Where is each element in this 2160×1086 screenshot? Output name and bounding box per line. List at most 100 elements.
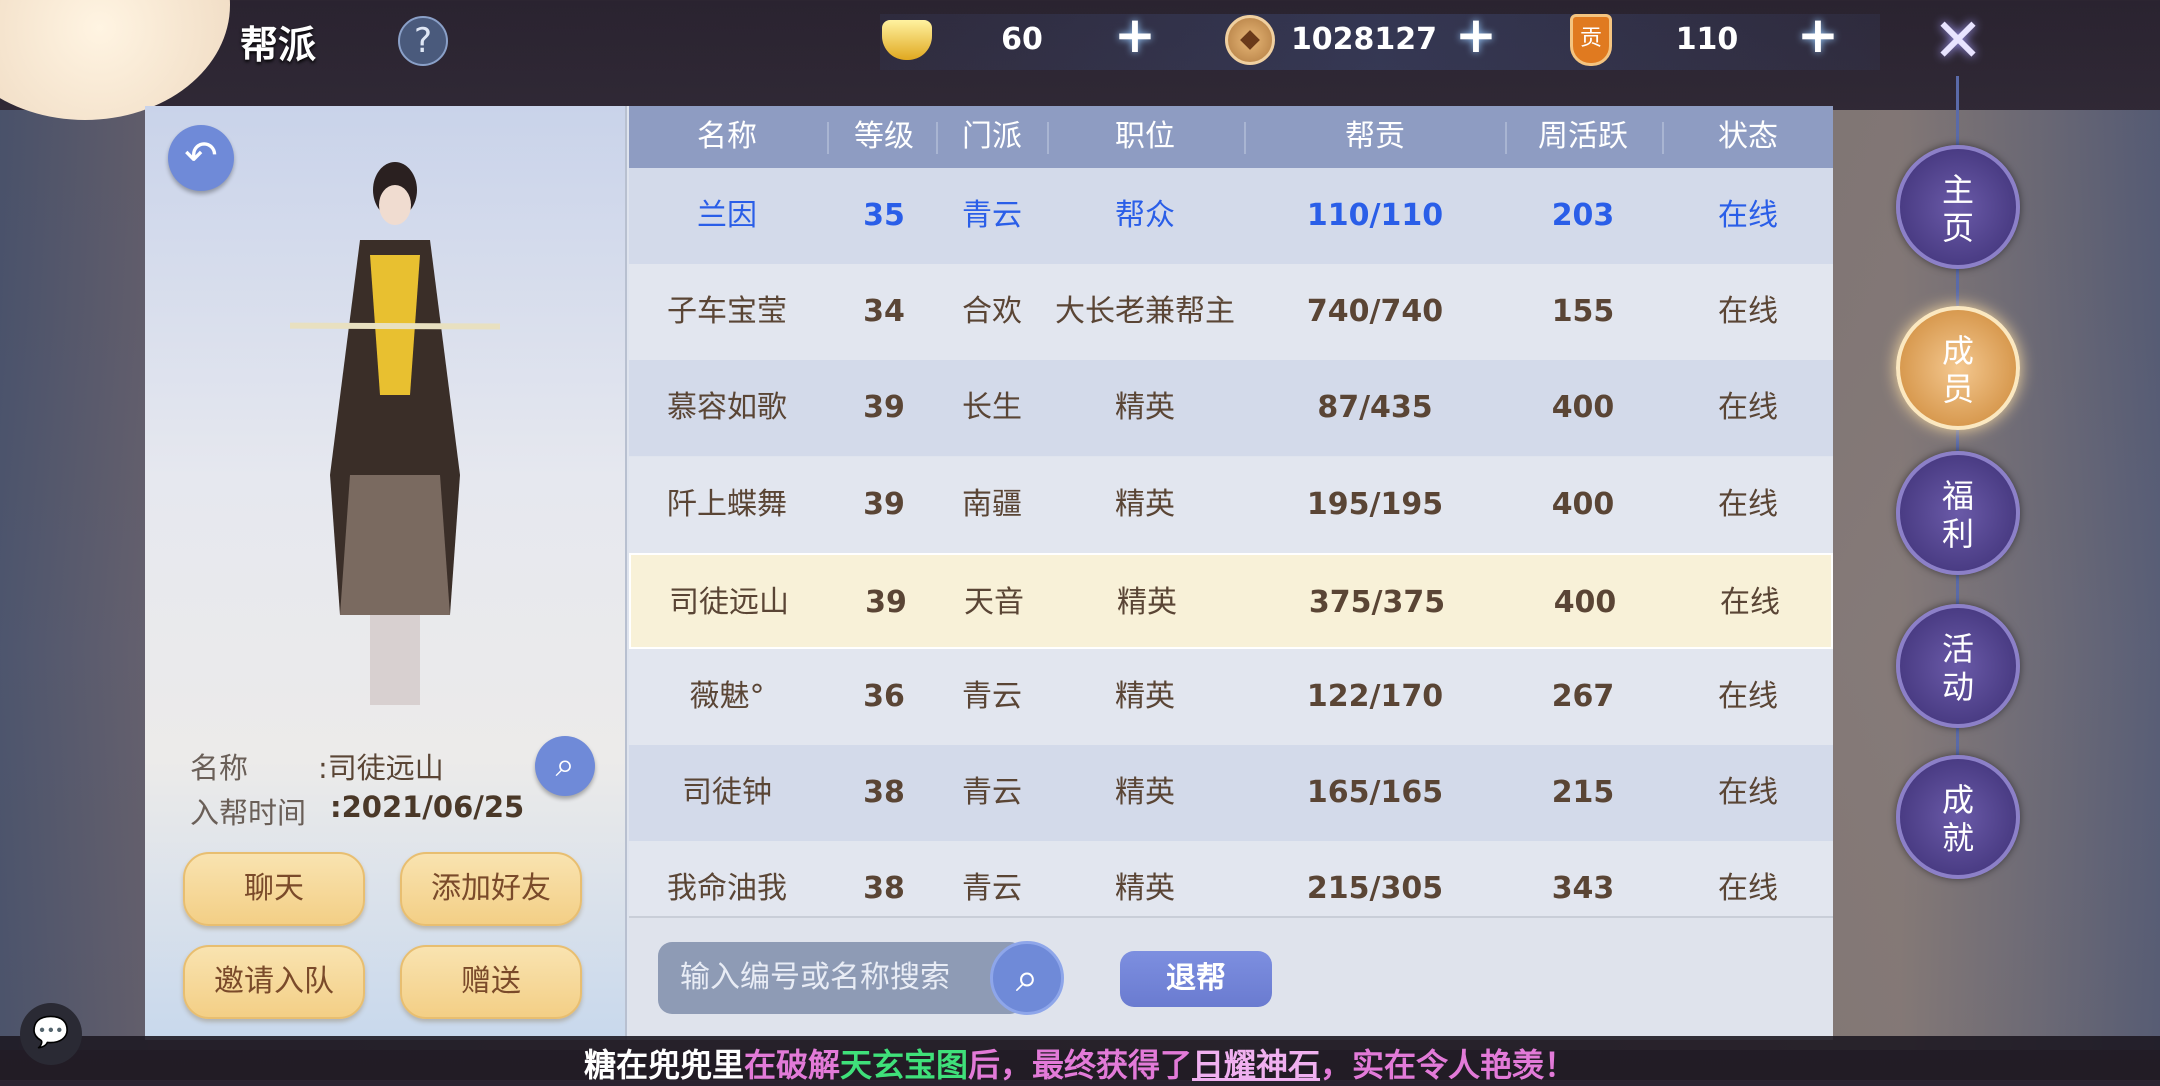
search-button[interactable]: ⌕: [990, 941, 1064, 1015]
table-row[interactable]: 慕容如歌 39 长生 精英 87/435 400 在线: [629, 360, 1833, 457]
broadcast-message: 糖在兜兜里在破解天玄宝图后，最终获得了日耀神石，实在令人艳羡！: [0, 1040, 2160, 1086]
nav-tab-label: 福利: [1941, 477, 1974, 553]
cell-name: 子车宝莹: [667, 294, 787, 330]
search-input[interactable]: 输入编号或名称搜索: [658, 942, 1024, 1014]
column-divider: [1047, 122, 1049, 154]
cell-position: 大长老兼帮主: [1055, 294, 1235, 330]
cell-position: 精英: [1117, 584, 1177, 620]
cell-position: 精英: [1115, 775, 1175, 811]
gift-button[interactable]: 赠送: [400, 945, 582, 1019]
add-friend-button[interactable]: 添加好友: [400, 852, 582, 926]
table-row[interactable]: 司徒钟 38 青云 精英 165/165 215 在线: [629, 745, 1833, 842]
nav-tab-4[interactable]: 成就: [1896, 755, 2020, 879]
cell-level: 39: [863, 486, 905, 522]
coin-amount: 1028127: [1290, 22, 1438, 57]
cell-sect: 合欢: [962, 294, 1022, 330]
cell-status: 在线: [1720, 584, 1780, 620]
cell-weekly-activity: 343: [1551, 871, 1615, 907]
cell-contribution: 740/740: [1306, 294, 1444, 330]
join-date-value: :2021/06/25: [330, 790, 525, 824]
cell-position: 帮众: [1115, 198, 1175, 233]
cell-contribution: 215/305: [1306, 871, 1444, 907]
chat-button[interactable]: 聊天: [183, 852, 365, 926]
nav-tab-3[interactable]: 活动: [1896, 604, 2020, 728]
cell-status: 在线: [1718, 486, 1778, 522]
broadcast-segment: ，实在令人艳羡！: [1320, 1046, 1577, 1084]
cell-name: 司徒钟: [682, 775, 772, 811]
cell-name: 兰因: [697, 198, 757, 233]
contribution-badge-icon: 贡: [1570, 14, 1612, 66]
table-row[interactable]: 司徒远山 39 天音 精英 375/375 400 在线: [629, 552, 1833, 649]
cell-contribution: 87/435: [1317, 390, 1433, 426]
cell-contribution: 165/165: [1306, 775, 1444, 811]
cell-name: 司徒远山: [669, 584, 789, 620]
column-divider: [1244, 122, 1246, 154]
broadcast-segment: 天玄宝图: [839, 1046, 968, 1084]
name-value: :司徒远山: [318, 751, 444, 785]
magnifier-icon: ⌕: [1015, 955, 1039, 1001]
quit-guild-button[interactable]: 退帮: [1120, 951, 1272, 1007]
table-row[interactable]: 阡上蝶舞 39 南疆 精英 195/195 400 在线: [629, 456, 1833, 553]
column-header: 门派: [962, 119, 1022, 154]
join-date-label: 入帮时间: [190, 796, 307, 830]
add-gold-button[interactable]: +: [1114, 6, 1156, 64]
copper-coin-icon: [1225, 15, 1275, 65]
cell-sect: 青云: [962, 871, 1022, 907]
cell-level: 34: [863, 294, 905, 330]
cell-name: 慕容如歌: [667, 390, 787, 426]
cell-level: 39: [863, 390, 905, 426]
cell-status: 在线: [1718, 679, 1778, 714]
cell-contribution: 195/195: [1306, 486, 1444, 522]
nav-tab-2[interactable]: 福利: [1896, 451, 2020, 575]
nav-tab-1[interactable]: 成员: [1896, 306, 2020, 430]
cell-sect: 青云: [962, 198, 1022, 233]
cell-contribution: 375/375: [1308, 584, 1446, 620]
cell-weekly-activity: 155: [1551, 294, 1615, 330]
cell-weekly-activity: 400: [1551, 486, 1615, 522]
cell-weekly-activity: 215: [1551, 775, 1615, 811]
broadcast-segment: 在破解: [743, 1046, 840, 1084]
chat-bubble-icon[interactable]: 💬: [20, 1003, 82, 1065]
cell-level: 35: [863, 198, 905, 233]
help-button[interactable]: ?: [398, 16, 448, 66]
cell-level: 39: [865, 584, 907, 620]
gold-amount: 60: [1001, 22, 1043, 57]
close-emblem-icon[interactable]: ✕: [1932, 6, 1984, 76]
table-row[interactable]: 子车宝莹 34 合欢 大长老兼帮主 740/740 155 在线: [629, 264, 1833, 361]
table-header: 名称 等级 门派 职位 帮贡 周活跃 状态: [629, 106, 1833, 168]
cell-contribution: 110/110: [1306, 198, 1444, 233]
cell-position: 精英: [1115, 390, 1175, 426]
view-member-button[interactable]: ⌕: [535, 736, 595, 796]
magnifier-icon: ⌕: [555, 745, 575, 785]
cell-position: 精英: [1115, 871, 1175, 907]
invite-team-button[interactable]: 邀请入队: [183, 945, 365, 1019]
cell-level: 38: [863, 775, 905, 811]
nav-tab-0[interactable]: 主页: [1896, 145, 2020, 269]
cell-sect: 青云: [962, 679, 1022, 714]
column-header: 状态: [1718, 119, 1778, 154]
cell-level: 36: [863, 679, 905, 714]
cell-sect: 南疆: [962, 486, 1022, 522]
gold-ingot-icon: [882, 20, 932, 60]
add-contribution-button[interactable]: +: [1797, 6, 1839, 64]
table-row[interactable]: 薇魅° 36 青云 精英 122/170 267 在线: [629, 649, 1833, 745]
cell-sect: 天音: [964, 584, 1024, 620]
back-arrow-icon[interactable]: ↶: [168, 125, 234, 191]
cell-name: 阡上蝶舞: [667, 486, 787, 522]
nav-tab-label: 主页: [1941, 171, 1974, 247]
column-divider: [1662, 122, 1664, 154]
cell-status: 在线: [1718, 390, 1778, 426]
add-coin-button[interactable]: +: [1455, 6, 1497, 64]
column-divider: [1505, 122, 1507, 154]
nav-tab-label: 成就: [1941, 781, 1974, 857]
cell-status: 在线: [1718, 198, 1778, 233]
cell-sect: 青云: [962, 775, 1022, 811]
cell-status: 在线: [1718, 775, 1778, 811]
cell-weekly-activity: 400: [1551, 390, 1615, 426]
resource-bar: [880, 14, 1880, 70]
cell-contribution: 122/170: [1306, 679, 1444, 714]
table-row[interactable]: 兰因 35 青云 帮众 110/110 203 在线: [629, 168, 1833, 264]
cell-name: 薇魅°: [689, 679, 765, 714]
cell-weekly-activity: 267: [1551, 679, 1615, 714]
broadcast-segment[interactable]: 日耀神石: [1192, 1046, 1321, 1084]
